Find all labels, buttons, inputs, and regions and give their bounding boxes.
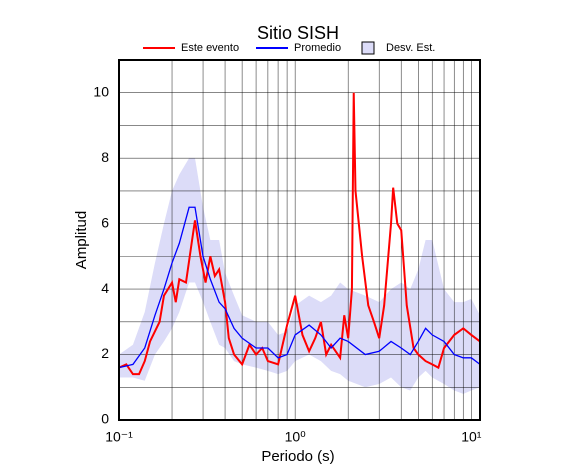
series-line bbox=[118, 206, 481, 369]
y-tick-label: 0 bbox=[101, 411, 109, 427]
x-axis-label: Periodo (s) bbox=[261, 448, 334, 465]
y-tick-label: 2 bbox=[101, 345, 109, 361]
x-tick-label: 10¹ bbox=[461, 429, 482, 445]
series-line bbox=[118, 92, 481, 376]
x-tick-label: 10⁻¹ bbox=[105, 429, 133, 445]
y-tick-label: 8 bbox=[101, 149, 109, 165]
legend-label: Desv. Est. bbox=[386, 42, 435, 54]
y-tick-label: 4 bbox=[101, 280, 109, 296]
y-axis-label: Amplitud bbox=[73, 211, 90, 269]
legend-label: Promedio bbox=[294, 42, 341, 54]
x-tick-label: 10⁰ bbox=[285, 429, 307, 445]
plot-frame bbox=[118, 59, 481, 421]
chart-title: Sitio SISH bbox=[257, 23, 339, 43]
y-tick-label: 6 bbox=[101, 214, 109, 230]
y-tick-label: 10 bbox=[93, 83, 109, 99]
legend-label: Este evento bbox=[181, 42, 239, 54]
legend-swatch bbox=[361, 41, 375, 55]
std-band bbox=[119, 158, 480, 394]
